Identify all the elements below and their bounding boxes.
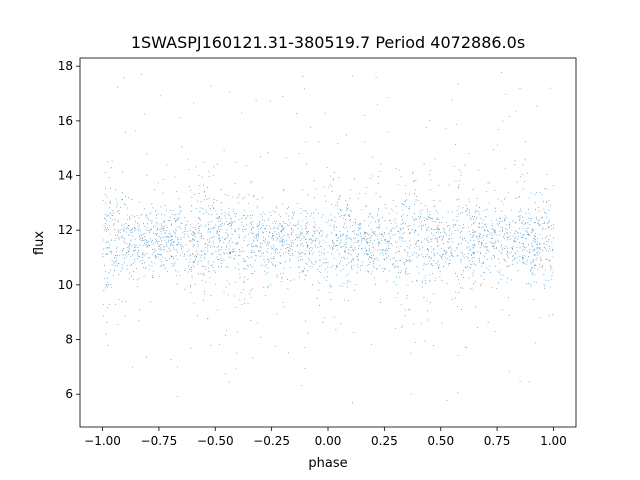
x-axis-label: phase — [308, 456, 347, 471]
x-tick-label: −0.75 — [141, 434, 178, 448]
y-axis-label: flux — [32, 231, 47, 255]
x-tick-label: −0.50 — [197, 434, 234, 448]
y-axis: 6 8 10 12 14 16 18 — [58, 59, 80, 401]
y-tick-label: 14 — [58, 169, 73, 183]
x-tick-label: 1.00 — [540, 434, 567, 448]
y-tick-label: 12 — [58, 223, 73, 237]
data-points — [102, 71, 554, 404]
y-tick-label: 8 — [65, 333, 73, 347]
y-tick-label: 16 — [58, 114, 73, 128]
x-tick-label: −0.25 — [253, 434, 290, 448]
x-tick-label: −1.00 — [84, 434, 121, 448]
x-tick-label: 0.25 — [371, 434, 398, 448]
y-tick-label: 6 — [65, 387, 73, 401]
x-tick-label: 0.50 — [427, 434, 454, 448]
scatter-point — [102, 71, 554, 404]
x-tick-label: 0.00 — [315, 434, 342, 448]
y-tick-label: 18 — [58, 59, 73, 73]
chart-title: 1SWASPJ160121.31-380519.7 Period 4072886… — [131, 33, 525, 52]
plot-frame — [79, 57, 577, 428]
y-tick-label: 10 — [58, 278, 73, 292]
x-axis: −1.00 −0.75 −0.50 −0.25 0.00 0.25 0.50 0.75 1.00 — [84, 427, 567, 448]
x-tick-label: 0.75 — [484, 434, 511, 448]
